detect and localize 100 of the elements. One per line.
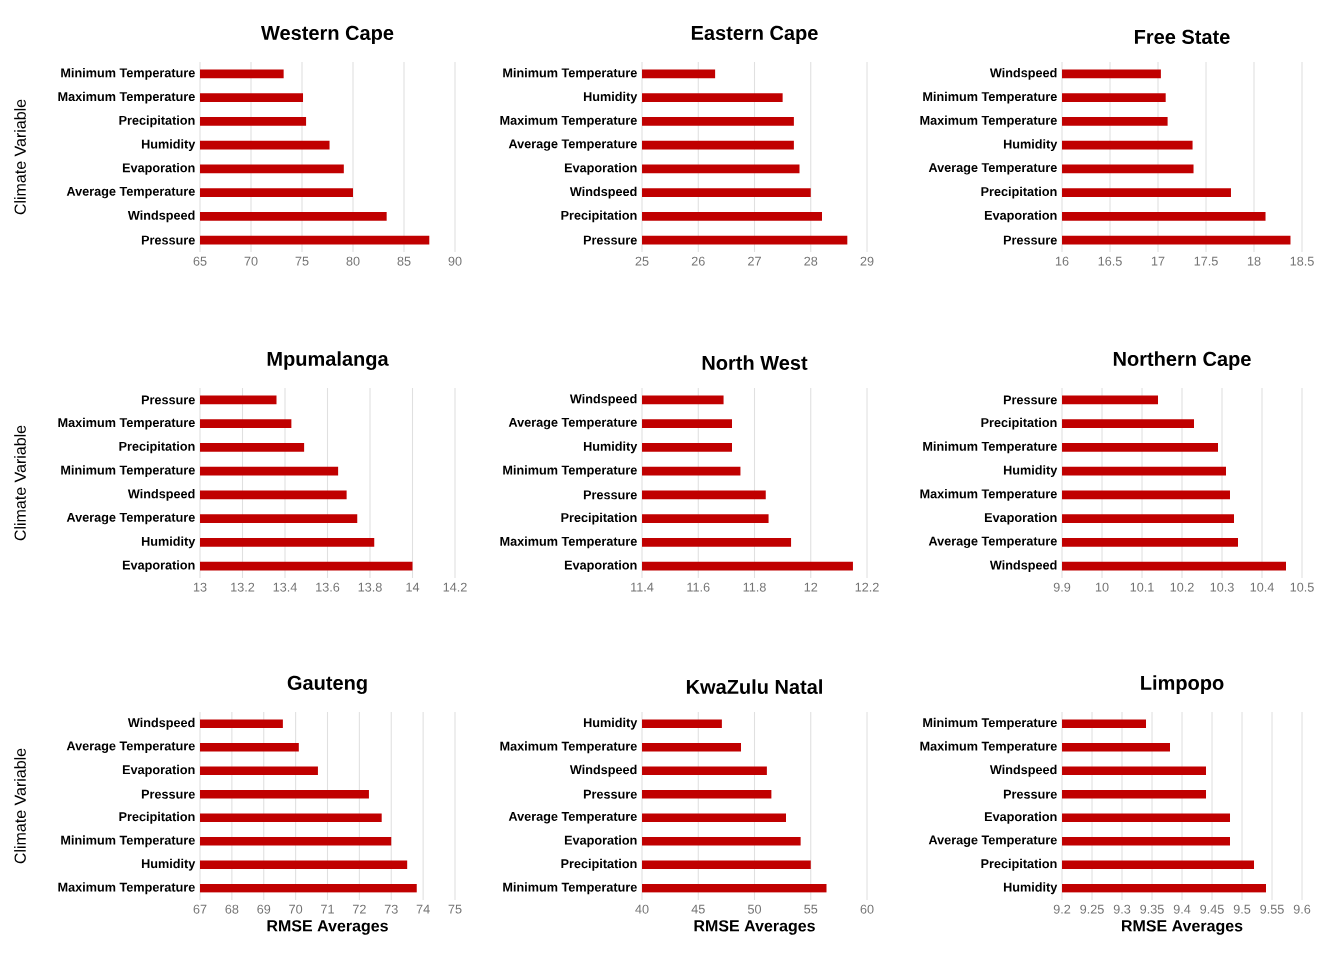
x-axis-title: RMSE Averages — [1122, 920, 1243, 935]
y-tick-label: Pressure — [1003, 395, 1057, 405]
y-axis-title: Climate Variable — [14, 99, 26, 215]
chart-title: Mpumalanga — [267, 351, 389, 370]
x-tick-label: 13.6 — [316, 582, 340, 592]
y-tick-label: Maximum Temperature — [58, 417, 195, 430]
y-tick-label: Precipitation — [981, 858, 1057, 871]
y-tick-label: Pressure — [1003, 235, 1057, 245]
y-tick-label: Pressure — [583, 235, 637, 245]
y-tick-label: Humidity — [141, 536, 196, 549]
y-tick-label: Precipitation — [119, 115, 195, 128]
x-axis-title: RMSE Averages — [267, 920, 388, 935]
x-tick-label: 74 — [416, 904, 430, 914]
y-tick-label: Minimum Temperature — [923, 91, 1057, 104]
x-tick-label: 9.9 — [1053, 582, 1071, 592]
x-tick-label: 72 — [352, 904, 366, 914]
x-tick-label: 14.2 — [443, 582, 467, 592]
y-tick-label: Evaporation — [122, 162, 195, 175]
x-tick-label: 10.3 — [1210, 582, 1234, 592]
y-tick-label: Windspeed — [127, 210, 195, 223]
y-tick-label: Minimum Temperature — [61, 67, 195, 80]
y-tick-label: Minimum Temperature — [923, 717, 1057, 730]
y-tick-label: Pressure — [1003, 789, 1057, 799]
x-tick-label: 60 — [860, 904, 874, 914]
x-tick-label: 9.3 — [1113, 904, 1131, 914]
y-tick-label: Minimum Temperature — [61, 835, 195, 848]
y-tick-label: Precipitation — [981, 417, 1057, 430]
x-tick-label: 9.45 — [1200, 904, 1224, 914]
x-tick-label: 90 — [448, 256, 462, 266]
x-tick-label: 13.8 — [358, 582, 382, 592]
x-tick-label: 18.5 — [1290, 256, 1314, 266]
y-tick-label: Evaporation — [984, 512, 1057, 525]
y-tick-label: Windspeed — [127, 717, 195, 730]
x-tick-label: 40 — [635, 904, 649, 914]
y-tick-label: Precipitation — [119, 441, 195, 454]
x-tick-label: 50 — [747, 904, 762, 914]
y-tick-label: Average Temperature — [66, 741, 195, 753]
y-tick-label: Evaporation — [564, 835, 637, 848]
x-tick-label: 9.6 — [1293, 904, 1311, 914]
x-tick-label: 80 — [346, 256, 360, 266]
chart-title: Gauteng — [287, 675, 367, 694]
x-tick-label: 45 — [691, 904, 705, 914]
y-tick-label: Evaporation — [122, 764, 195, 777]
x-tick-label: 11.4 — [631, 582, 654, 592]
y-tick-label: Precipitation — [561, 210, 637, 223]
x-tick-label: 17 — [1151, 256, 1165, 266]
y-tick-label: Minimum Temperature — [923, 441, 1057, 454]
y-axis-title: Climate Variable — [14, 748, 26, 864]
y-tick-label: Minimum Temperature — [61, 465, 195, 478]
y-tick-label: Windspeed — [569, 393, 637, 406]
y-tick-label: Humidity — [1003, 882, 1058, 895]
y-tick-label: Minimum Temperature — [503, 67, 637, 80]
y-tick-label: Average Temperature — [66, 512, 195, 525]
chart-title: Western Cape — [261, 25, 394, 44]
y-tick-label: Evaporation — [984, 811, 1057, 824]
y-tick-label: Maximum Temperature — [500, 536, 637, 549]
x-tick-label: 10.5 — [1290, 582, 1314, 592]
x-tick-label: 16.5 — [1098, 256, 1122, 266]
x-tick-label: 10.1 — [1130, 582, 1154, 592]
x-tick-label: 26 — [691, 256, 705, 266]
x-tick-label: 85 — [397, 256, 411, 266]
x-tick-label: 10.2 — [1170, 582, 1194, 592]
chart-title: Free State — [1134, 29, 1230, 44]
y-tick-label: Humidity — [141, 139, 196, 152]
x-tick-label: 25 — [635, 256, 649, 266]
x-tick-label: 73 — [384, 904, 398, 914]
y-tick-label: Evaporation — [564, 162, 637, 175]
x-tick-label: 18 — [1247, 256, 1261, 266]
y-tick-label: Average Temperature — [508, 812, 637, 824]
y-tick-label: Humidity — [583, 91, 638, 104]
x-tick-label: 9.2 — [1053, 904, 1071, 914]
chart-title: Eastern Cape — [691, 25, 818, 44]
y-tick-label: Precipitation — [981, 186, 1057, 199]
y-tick-label: Windspeed — [569, 186, 637, 199]
x-tick-label: 11.8 — [743, 582, 766, 592]
y-tick-label: Pressure — [141, 235, 195, 245]
y-tick-label: Maximum Temperature — [920, 488, 1057, 501]
x-tick-label: 13 — [193, 582, 207, 592]
x-tick-label: 14 — [406, 582, 420, 592]
chart-title: Northern Cape — [1113, 351, 1251, 370]
x-tick-label: 68 — [225, 904, 239, 914]
y-tick-label: Minimum Temperature — [503, 465, 637, 478]
x-tick-label: 67 — [193, 904, 207, 914]
y-tick-label: Average Temperature — [508, 139, 637, 151]
y-tick-label: Average Temperature — [928, 163, 1057, 175]
y-tick-label: Humidity — [1003, 465, 1058, 478]
y-tick-label: Maximum Temperature — [500, 741, 637, 754]
x-tick-label: 17.5 — [1194, 256, 1218, 266]
x-tick-label: 13.4 — [273, 582, 297, 592]
x-tick-label: 10.4 — [1250, 582, 1274, 592]
x-tick-label: 9.55 — [1260, 904, 1284, 914]
y-tick-label: Windspeed — [989, 560, 1057, 573]
y-tick-label: Pressure — [141, 789, 195, 799]
y-tick-label: Average Temperature — [508, 417, 637, 430]
y-tick-label: Evaporation — [564, 560, 637, 573]
y-tick-label: Pressure — [583, 789, 637, 799]
x-tick-label: 9.25 — [1080, 904, 1104, 914]
y-tick-label: Average Temperature — [928, 536, 1057, 549]
x-axis-title: RMSE Averages — [694, 920, 815, 935]
x-tick-label: 71 — [321, 904, 334, 914]
